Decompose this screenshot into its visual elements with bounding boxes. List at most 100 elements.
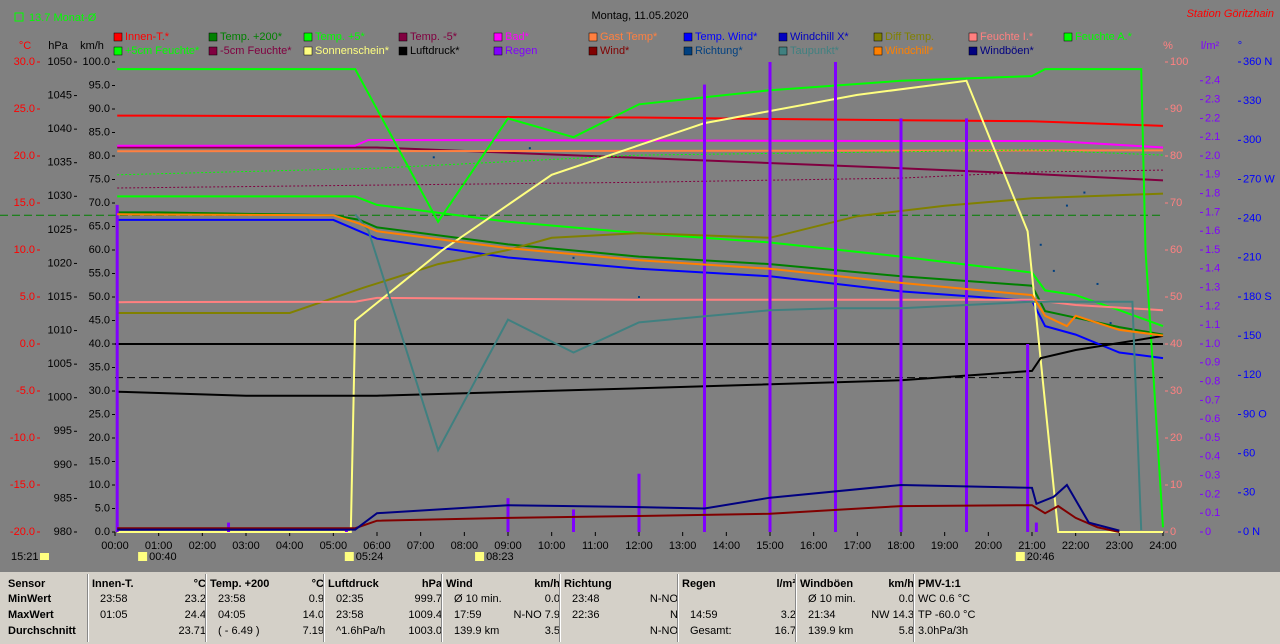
y-tick-label: 70 <box>1170 197 1182 209</box>
y-tick-label: 1015 <box>48 291 72 303</box>
legend-label: Windchill* <box>885 45 934 57</box>
direction-dot <box>432 156 435 159</box>
cell-left: 21:34 <box>808 609 836 621</box>
legend-swatch <box>493 46 503 56</box>
monthly-avg-icon <box>14 12 24 22</box>
y-tick-label: 10.0 <box>14 244 35 256</box>
group-unit: km/h <box>888 578 914 590</box>
y-tick-label: 1.7 <box>1205 206 1220 218</box>
axis-unit: % <box>1163 40 1173 52</box>
rain-bar <box>506 498 510 532</box>
y-tick-label: 1045 <box>48 89 72 101</box>
y-tick-label: -15.0 <box>10 479 35 491</box>
y-tick-label: 2.1 <box>1205 131 1220 143</box>
series-line <box>354 213 1143 531</box>
y-tick-label: 20.0 <box>89 432 110 444</box>
y-tick-label: 2.3 <box>1205 94 1220 106</box>
axis-unit: ° <box>1238 40 1242 52</box>
series-line <box>117 211 1164 336</box>
sun-marker-icon <box>475 552 485 561</box>
cell-left: 04:05 <box>218 609 246 621</box>
legend-swatch <box>683 46 693 56</box>
x-tick-label: 15:00 <box>756 540 784 552</box>
y-tick-label: 45.0 <box>89 314 110 326</box>
y-tick-label: 0.4 <box>1205 451 1220 463</box>
cell-value: N <box>670 609 678 621</box>
legend-swatch <box>113 32 123 42</box>
sun-marker-icon <box>344 552 354 561</box>
series-line <box>117 138 1164 149</box>
rain-bar <box>965 118 968 533</box>
cell-value: N-NO <box>649 593 678 605</box>
direction-dot <box>528 147 531 150</box>
y-tick-label: 60 <box>1243 448 1255 460</box>
cell-value: N-NO <box>649 625 678 637</box>
y-tick-label: 0.2 <box>1205 488 1220 500</box>
axis-unit: °C <box>19 40 31 52</box>
direction-dot <box>1083 191 1086 194</box>
legend-swatch <box>1063 32 1073 42</box>
summary-table: Sensor MinWert MaxWert Durchschnitt Innen-T.… <box>0 572 1280 644</box>
y-tick-label: 50.0 <box>89 291 110 303</box>
y-tick-label: 2.2 <box>1205 112 1220 124</box>
cell-left: 14:59 <box>690 609 718 621</box>
x-tick-label: 02:00 <box>189 540 217 552</box>
group-unit: l/m² <box>776 578 796 590</box>
y-tick-label: 995 <box>54 425 72 437</box>
axis-unit: hPa <box>48 40 68 52</box>
y-tick-label: 85.0 <box>89 126 110 138</box>
cell-value: 1003.0 <box>408 625 442 637</box>
direction-dot <box>638 296 640 298</box>
y-tick-label: 980 <box>54 526 72 538</box>
legend-label: Sonnenschein* <box>315 45 390 57</box>
y-tick-label: 5.0 <box>20 291 35 303</box>
y-tick-label: 300 <box>1243 134 1261 146</box>
series-line <box>117 146 1164 182</box>
y-tick-label: 2.4 <box>1205 75 1220 87</box>
series-line <box>117 114 1164 127</box>
legend-label: Windböen* <box>980 45 1035 57</box>
legend-label: Luftdruck* <box>410 45 460 57</box>
group-unit: km/h <box>534 578 560 590</box>
sun-marker-label: 00:40 <box>149 551 177 563</box>
y-tick-label: 1005 <box>48 358 72 370</box>
series-line <box>117 192 1164 314</box>
column-separator <box>323 574 325 642</box>
y-tick-label: 90 O <box>1243 408 1267 420</box>
y-tick-label: 1035 <box>48 157 72 169</box>
x-tick-label: 13:00 <box>669 540 697 552</box>
cell-value: 999.7 <box>414 593 442 605</box>
rain-bar <box>1034 522 1038 532</box>
legend-swatch <box>208 46 218 56</box>
x-tick-label: 12:00 <box>625 540 653 552</box>
column-separator <box>559 574 561 642</box>
sun-marker-icon <box>1015 552 1025 561</box>
cell-value: 16.7 <box>774 625 796 637</box>
axis-unit: l/m² <box>1201 40 1220 52</box>
y-tick-label: 0.5 <box>1205 432 1220 444</box>
group-title: Wind <box>446 578 473 590</box>
cell-left: WC 0.6 °C <box>918 593 971 605</box>
y-tick-label: 40.0 <box>89 338 110 350</box>
series-line <box>117 149 1164 176</box>
legend-swatch <box>303 32 313 42</box>
rain-bar <box>703 84 706 532</box>
rain-bar <box>637 473 641 532</box>
y-tick-label: 0 <box>1170 526 1176 538</box>
sun-marker-label: 05:24 <box>356 551 384 563</box>
chart-title: Montag, 11.05.2020 <box>591 10 688 22</box>
y-tick-label: 25.0 <box>14 103 35 115</box>
column-separator <box>795 574 797 642</box>
cell-left: 22:36 <box>572 609 600 621</box>
legend-swatch <box>588 32 598 42</box>
legend-label: Regen <box>505 45 537 57</box>
y-tick-label: 100.0 <box>82 56 110 68</box>
cell-left: 139.9 km <box>808 625 854 637</box>
x-tick-label: 11:00 <box>582 540 609 552</box>
legend-swatch <box>778 46 788 56</box>
chart: Montag, 11.05.2020 Station Göritzhain 13.7… <box>0 8 1275 563</box>
x-tick-label: 00:00 <box>101 540 129 552</box>
cell-value: 23.71 <box>178 625 206 637</box>
series-line <box>117 149 1164 153</box>
y-tick-label: 330 <box>1243 95 1261 107</box>
